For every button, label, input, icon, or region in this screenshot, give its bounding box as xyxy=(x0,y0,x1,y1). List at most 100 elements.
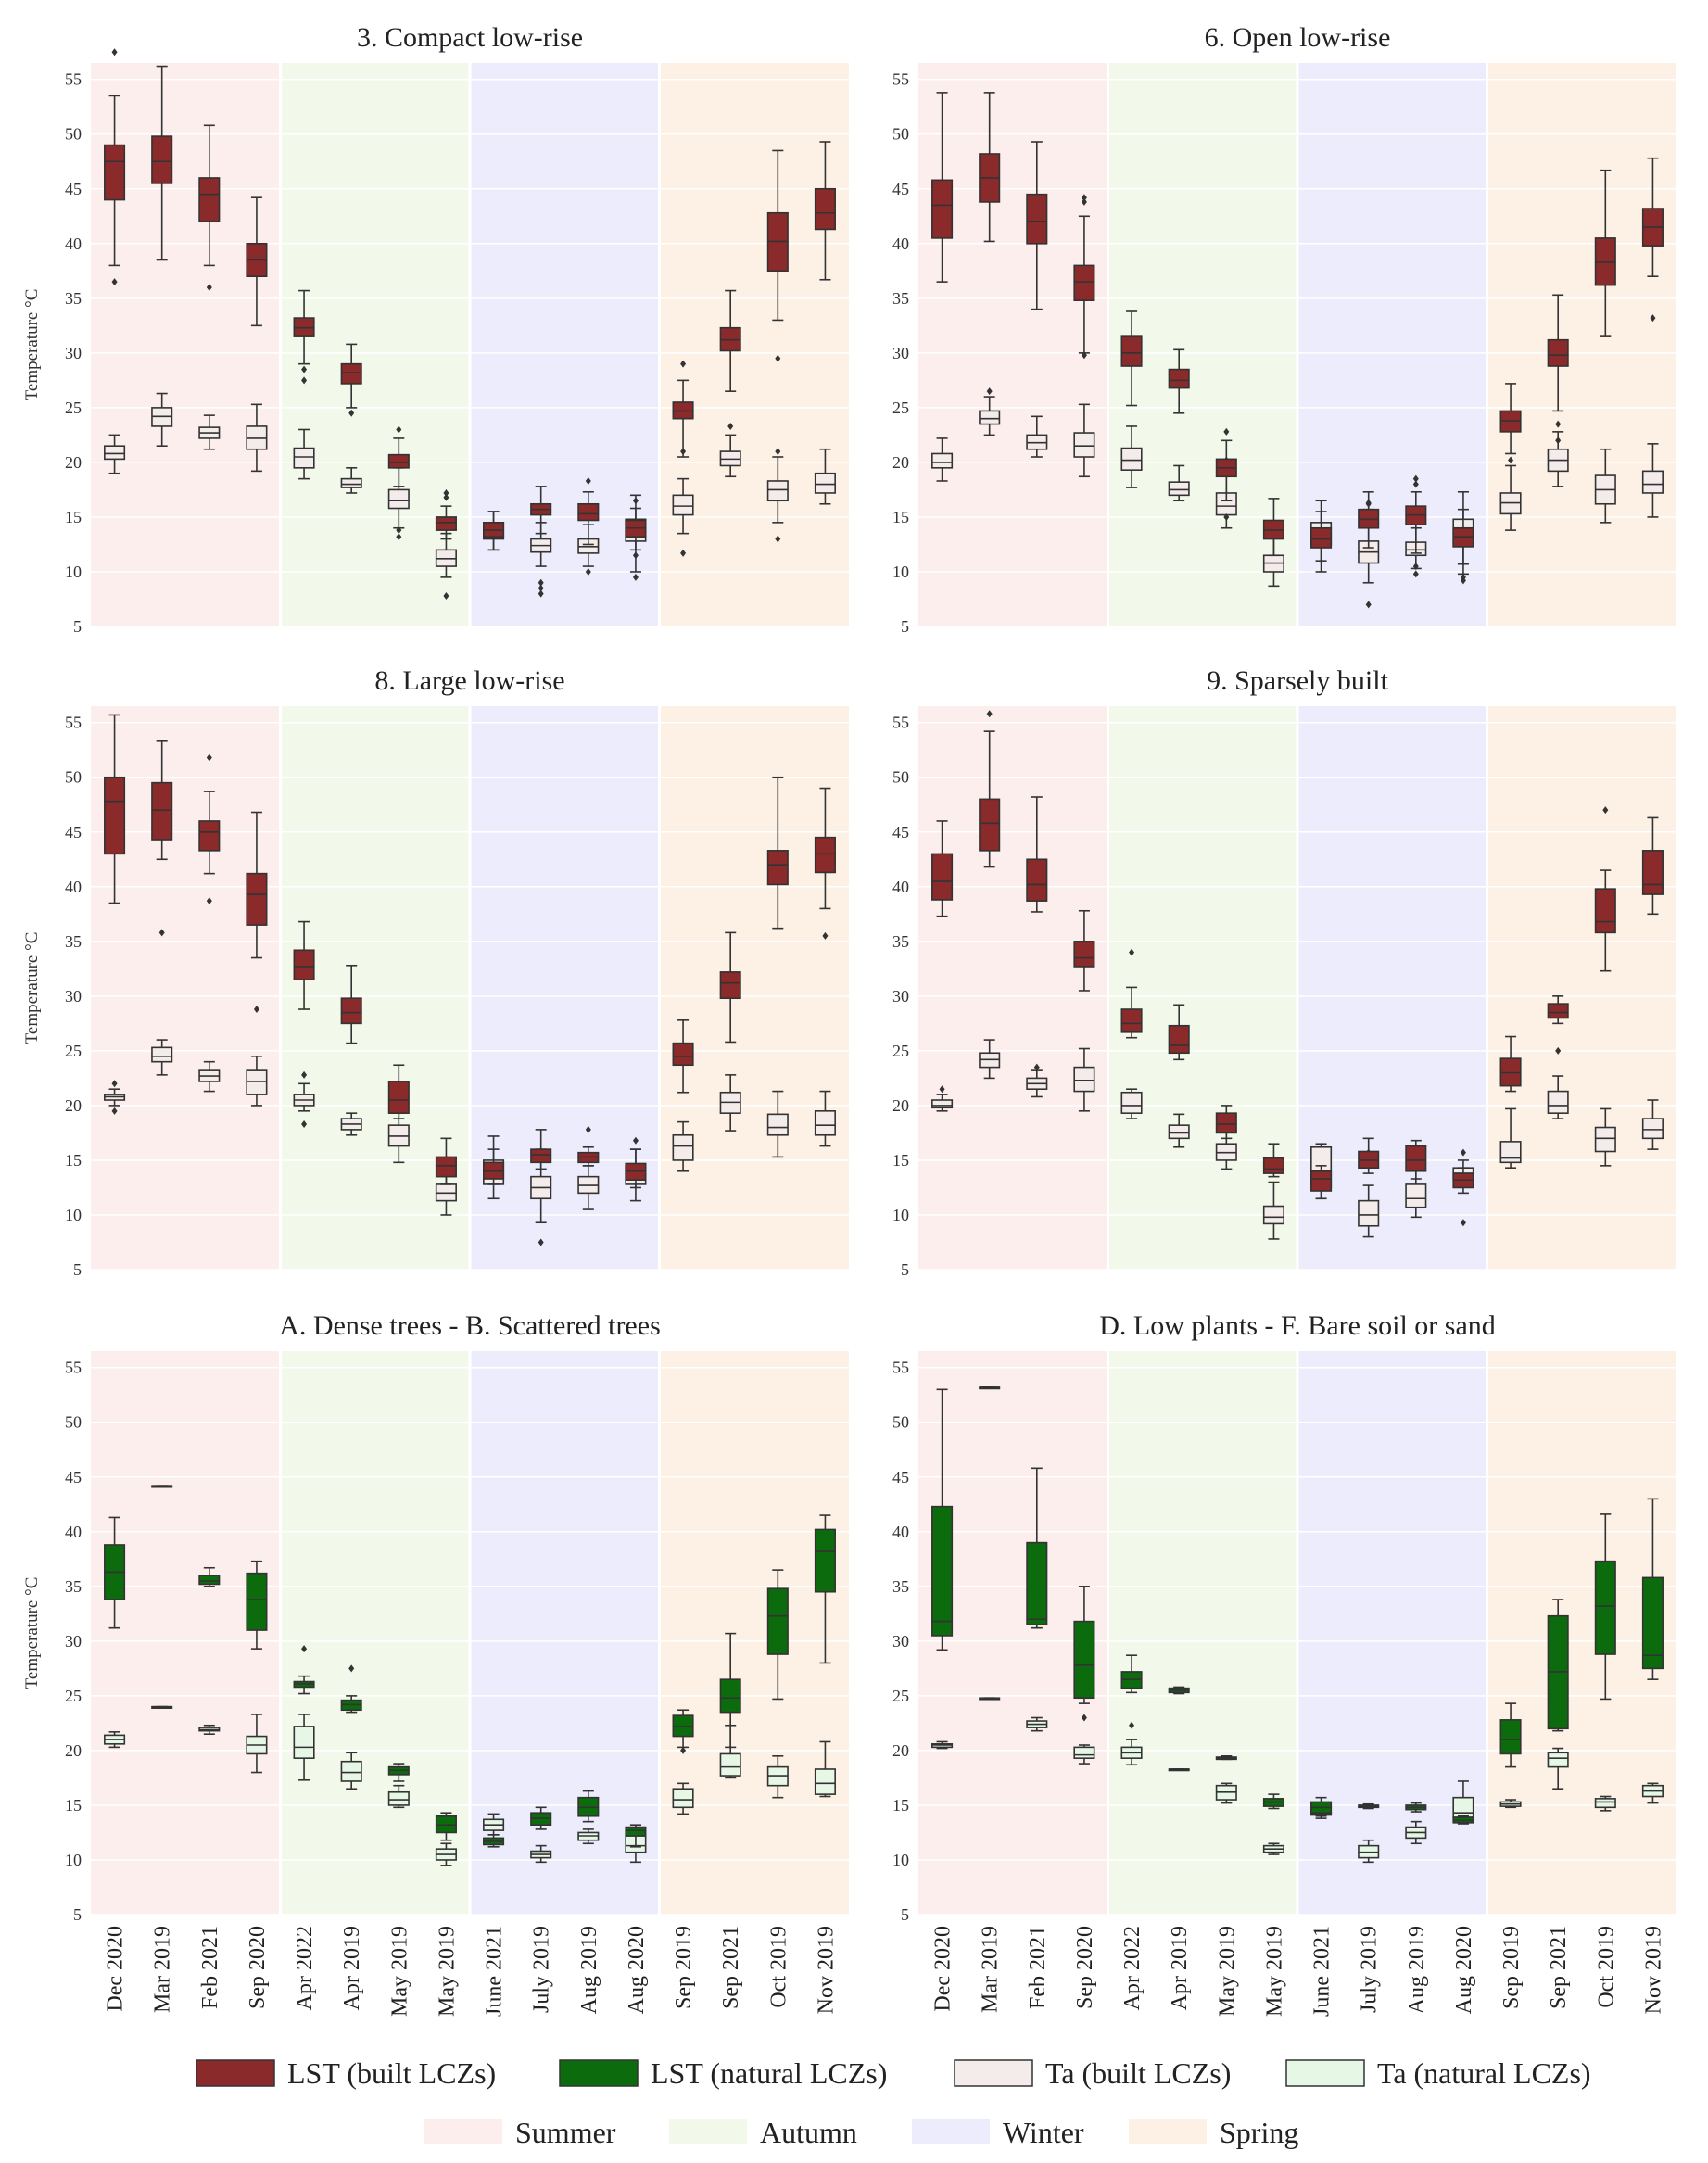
box-iqr xyxy=(104,445,126,461)
x-tick-label: Sep 2020 xyxy=(1073,1926,1097,2009)
box-ta xyxy=(387,1112,410,1164)
x-tick-label: Aug 2020 xyxy=(625,1926,649,2014)
legend-label-lst_built: LST (built LCZs) xyxy=(287,2056,496,2090)
x-tick-label: Sep 2021 xyxy=(1547,1926,1571,2009)
box-iqr xyxy=(530,1148,552,1164)
box-iqr xyxy=(340,362,362,385)
outlier-point xyxy=(206,897,212,905)
x-tick-label: May 2019 xyxy=(1215,1926,1239,2017)
box-lst xyxy=(1168,348,1190,414)
box-ta xyxy=(577,1828,600,1845)
box-ta xyxy=(1641,1099,1664,1150)
box-iqr xyxy=(387,1081,410,1114)
y-tick-label: 20 xyxy=(65,1741,82,1760)
box-ta xyxy=(931,437,954,482)
outlier-point xyxy=(727,422,734,430)
box-iqr xyxy=(387,1790,410,1806)
outlier-point xyxy=(348,1664,355,1673)
y-tick-label: 35 xyxy=(892,932,909,951)
box-iqr xyxy=(1594,1798,1616,1809)
box-iqr xyxy=(931,452,954,469)
box-lst xyxy=(1547,294,1569,445)
box-lst xyxy=(1641,157,1664,323)
box-iqr xyxy=(1547,338,1569,367)
box-lst xyxy=(1262,498,1284,557)
box-iqr xyxy=(1168,1024,1190,1055)
legend-label-ta_natural: Ta (natural LCZs) xyxy=(1377,2056,1591,2090)
box-lst xyxy=(1073,909,1095,992)
outlier-point xyxy=(632,1136,639,1145)
y-tick-label: 35 xyxy=(892,1577,909,1596)
box-iqr xyxy=(1641,1118,1664,1140)
y-tick-label: 10 xyxy=(65,1206,82,1224)
legend-swatch-ta_built xyxy=(954,2059,1033,2087)
box-ta xyxy=(1547,420,1569,487)
outlier-point xyxy=(538,584,544,592)
box-ta xyxy=(1120,425,1143,488)
box-lst xyxy=(1641,1498,1664,1680)
outlier-point xyxy=(1412,480,1419,488)
box-iqr xyxy=(1405,1183,1427,1208)
box-lst xyxy=(151,740,173,937)
y-tick-label: 10 xyxy=(65,563,82,581)
box-ta xyxy=(293,1070,315,1128)
y-tick-label: 50 xyxy=(65,768,82,787)
x-tick-label: Aug 2019 xyxy=(577,1926,601,2014)
box-lst xyxy=(435,1812,457,1841)
outlier-point xyxy=(1412,474,1419,483)
outlier-point xyxy=(1223,427,1230,436)
outlier-point xyxy=(1033,1063,1040,1071)
box-lst xyxy=(198,1566,221,1587)
y-tick-label: 50 xyxy=(892,1413,909,1432)
box-iqr xyxy=(979,410,1001,425)
y-tick-label: 20 xyxy=(892,1741,909,1760)
x-tick-label: July 2019 xyxy=(1358,1926,1382,2013)
box-iqr xyxy=(625,1826,647,1837)
box-iqr xyxy=(151,1046,173,1063)
outlier-point xyxy=(1081,1714,1087,1722)
outlier-point xyxy=(680,549,687,557)
box-iqr xyxy=(246,872,268,926)
box-lst xyxy=(1120,310,1143,407)
box-lst xyxy=(979,710,1001,868)
outlier-point xyxy=(1365,601,1372,609)
season-band-spring xyxy=(661,63,849,626)
outlier-point xyxy=(1508,456,1514,464)
box-ta xyxy=(1073,1047,1095,1112)
season-band-autumn xyxy=(1109,1351,1297,1915)
box-ta xyxy=(246,1055,268,1107)
outlier-point xyxy=(680,360,687,368)
y-tick-label: 25 xyxy=(65,1687,82,1705)
x-tick-label: May 2019 xyxy=(1262,1926,1286,2017)
box-iqr xyxy=(1073,941,1095,968)
y-tick-label: 10 xyxy=(892,563,909,581)
season-band-winter xyxy=(471,63,658,626)
box-iqr xyxy=(1358,1199,1380,1227)
outlier-point xyxy=(443,493,449,501)
panel-title: A. Dense trees - B. Scattered trees xyxy=(279,1310,661,1341)
box-ta xyxy=(1499,464,1522,531)
box-iqr xyxy=(1262,1205,1284,1225)
box-iqr xyxy=(104,776,126,855)
y-tick-label: 45 xyxy=(892,1468,909,1486)
legend: LST (built LCZs) LST (natural LCZs) Ta (bu… xyxy=(196,2056,1591,2149)
y-tick-label: 55 xyxy=(892,70,909,89)
box-ta xyxy=(1120,1721,1143,1766)
outlier-point xyxy=(822,931,829,940)
box-ta xyxy=(814,1090,836,1147)
box-lst xyxy=(814,141,836,281)
x-tick-label: Oct 2019 xyxy=(766,1926,791,2008)
outlier-point xyxy=(680,1746,687,1754)
box-ta xyxy=(435,524,457,600)
box-ta xyxy=(672,1782,694,1815)
box-lst xyxy=(530,1806,552,1830)
box-iqr xyxy=(719,971,741,1000)
box-iqr xyxy=(198,820,221,852)
outlier-point xyxy=(301,1119,308,1128)
panel-6: D. Low plants - F. Bare soil or sand 5 10 1… xyxy=(892,1310,1676,2017)
box-iqr xyxy=(1310,1170,1333,1192)
box-ta xyxy=(151,392,173,448)
box-lst xyxy=(625,1824,647,1848)
outlier-point xyxy=(396,425,402,434)
box-lst xyxy=(1358,1802,1380,1810)
